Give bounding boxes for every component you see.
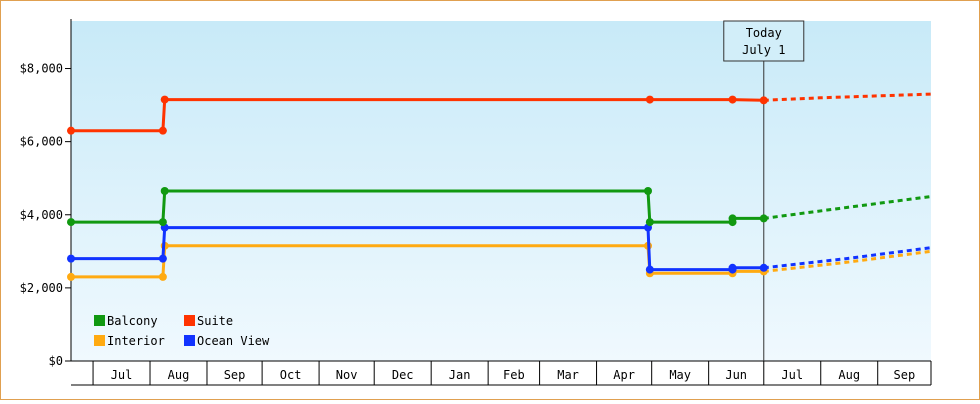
ocean-view-point <box>67 254 75 263</box>
interior-point <box>158 272 167 281</box>
x-tick-label: Jul <box>781 368 803 382</box>
balcony-point <box>160 187 169 195</box>
suite-point <box>160 95 169 104</box>
legend-label-balcony: Balcony <box>107 314 158 328</box>
today-label-line1: Today <box>746 26 782 40</box>
x-tick-label: Sep <box>224 368 246 382</box>
legend-label-interior: Interior <box>107 334 165 348</box>
legend-swatch-balcony <box>94 315 105 326</box>
y-tick-label: $6,000 <box>20 135 63 149</box>
x-tick-label: Aug <box>838 368 860 382</box>
x-tick-label: Nov <box>336 368 358 382</box>
x-tick-label: Jan <box>449 368 471 382</box>
suite-point <box>67 126 75 135</box>
today-label-box <box>723 20 805 62</box>
suite-point <box>158 126 167 135</box>
legend-label-suite: Suite <box>197 314 233 328</box>
balcony-point <box>728 214 737 223</box>
x-tick-label: May <box>669 368 691 382</box>
suite-series-line <box>71 98 764 133</box>
x-tick-label: Feb <box>503 368 525 382</box>
legend-swatch-interior <box>94 335 105 346</box>
legend-label-ocean-view: Ocean View <box>197 334 270 348</box>
y-tick-label: $4,000 <box>20 208 63 222</box>
legend-swatch-suite <box>184 315 195 326</box>
balcony-forecast-line <box>763 195 932 220</box>
suite-point <box>728 95 737 104</box>
x-tick-label: Sep <box>894 368 916 382</box>
ocean-view-point <box>759 263 768 272</box>
interior-point <box>67 272 75 281</box>
y-tick-label: $0 <box>49 354 63 368</box>
x-tick-label: Mar <box>557 368 579 382</box>
interior-forecast-line <box>763 249 932 273</box>
today-label-line2: July 1 <box>742 43 785 57</box>
suite-point <box>759 96 768 105</box>
x-tick-label: Dec <box>392 368 414 382</box>
suite-forecast-line <box>763 92 932 102</box>
legend-swatch-ocean-view <box>184 335 195 346</box>
ocean-view-point <box>158 254 167 263</box>
balcony-point <box>67 218 75 227</box>
y-tick-label: $8,000 <box>20 62 63 76</box>
x-tick-label: Jul <box>111 368 133 382</box>
y-tick-label: $2,000 <box>20 281 63 295</box>
ocean-view-forecast-line <box>763 246 932 270</box>
x-tick-label: Apr <box>613 368 635 382</box>
x-tick-label: Aug <box>168 368 190 382</box>
x-tick-label: Jun <box>725 368 747 382</box>
balcony-point <box>645 218 654 227</box>
balcony-point <box>759 214 768 223</box>
balcony-point <box>158 218 167 227</box>
suite-point <box>645 95 654 104</box>
ocean-view-point <box>728 263 737 272</box>
x-tick-label: Oct <box>280 368 302 382</box>
balcony-point <box>644 187 653 195</box>
ocean-view-point <box>645 265 654 274</box>
